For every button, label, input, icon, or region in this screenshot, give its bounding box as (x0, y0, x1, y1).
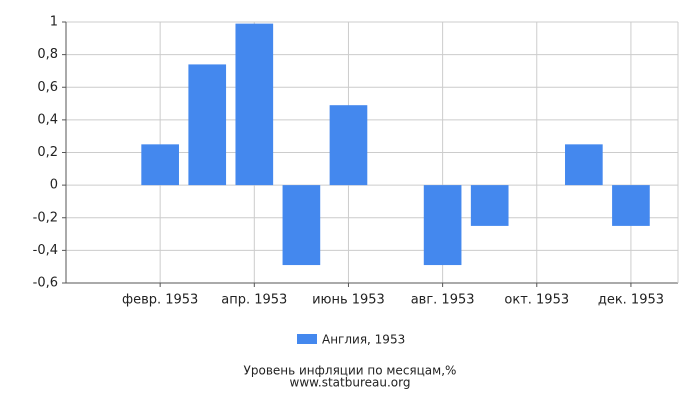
chart-title: Уровень инфляции по месяцам,% (244, 364, 457, 378)
bar (423, 185, 462, 266)
y-tick-label: 0,6 (37, 80, 58, 95)
y-tick-label: -0,6 (33, 276, 58, 291)
bar (141, 144, 179, 186)
x-tick-label: февр. 1953 (122, 293, 198, 308)
x-tick-label: апр. 1953 (221, 293, 287, 308)
y-tick-label: 0,2 (37, 145, 58, 160)
bar (329, 105, 368, 186)
bar (235, 23, 274, 186)
bar (188, 64, 227, 186)
bar (470, 185, 509, 226)
x-tick-label: авг. 1953 (411, 293, 475, 308)
bar (565, 144, 603, 186)
x-tick-label: окт. 1953 (504, 293, 569, 308)
bar (282, 185, 321, 266)
y-tick-label: -0,2 (33, 210, 58, 225)
y-tick-label: 1 (50, 15, 58, 30)
legend-label: Англия, 1953 (322, 333, 405, 347)
chart-subtitle: www.statbureau.org (290, 376, 411, 390)
y-tick-label: 0 (50, 178, 58, 193)
x-tick-label: июнь 1953 (312, 293, 385, 308)
bar (612, 185, 650, 226)
y-tick-label: 0,8 (37, 47, 58, 62)
legend-swatch (297, 334, 317, 344)
y-tick-label: -0,4 (33, 243, 58, 258)
y-tick-label: 0,4 (37, 112, 58, 127)
x-tick-label: дек. 1953 (598, 293, 664, 308)
